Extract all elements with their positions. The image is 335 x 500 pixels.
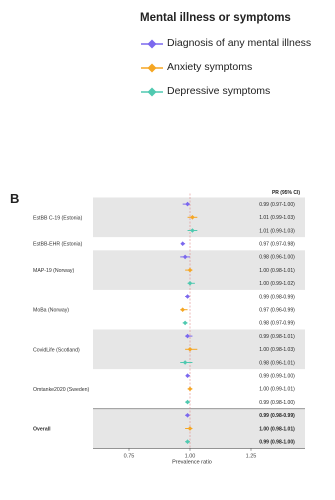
pr-point [185,373,190,378]
group-label: EstBB C-19 (Estonia) [33,215,83,221]
ci-text: 1.00 (0.99-1.02) [259,281,295,287]
pr-point [185,399,190,405]
pr-point [187,426,193,431]
ci-text: 1.00 (0.98-1.03) [259,347,295,353]
pr-point [182,254,188,260]
diamond-marker-icon [141,39,163,49]
ci-text: 0.97 (0.96-0.99) [259,308,295,314]
legend: Mental illness or symptoms Diagnosis of … [0,0,335,140]
x-axis-title: Prevalence ratio [172,459,212,465]
pr-point [190,215,195,220]
pr-point [187,281,193,286]
pr-point [180,241,185,246]
pr-point [187,347,193,352]
pr-point [180,307,185,312]
pr-point [185,294,190,299]
pr-point [187,267,193,273]
group-band [93,408,305,449]
pr-point [190,228,195,233]
ci-text: 0.99 (0.97-1.00) [259,202,295,208]
ci-text: 0.99 (0.98-1.01) [259,334,295,340]
ci-text: 0.99 (0.98-0.99) [259,413,295,419]
ci-text: 0.98 (0.96-1.00) [259,255,295,261]
group-band [93,197,305,238]
ci-text: 0.98 (0.96-1.01) [259,360,295,366]
legend-label-anxiety: Anxiety symptoms [167,61,253,73]
group-label: Omtanke2020 (Sweden) [33,387,90,393]
legend-label-diagnosis: Diagnosis of any mental illness [167,37,312,49]
ci-text: 0.97 (0.97-0.98) [259,242,295,248]
diamond-marker-icon [141,87,163,97]
ci-text: 0.99 (0.98-0.99) [259,294,295,300]
pr-point [185,333,190,339]
legend-title: Mental illness or symptoms [140,12,291,24]
pr-point [185,201,190,207]
group-label: CovidLife (Scotland) [33,347,80,353]
pr-point [182,360,188,365]
legend-label-depressive: Depressive symptoms [167,85,271,97]
group-label: MoBa (Norway) [33,308,69,314]
ci-text: 1.00 (0.99-1.01) [259,387,295,393]
group-band [93,250,305,290]
group-label: Overall [33,427,51,433]
x-tick-label: 1.00 [185,453,196,459]
ci-text: 1.01 (0.99-1.03) [259,228,295,234]
group-label: MAP-19 (Norway) [33,268,74,274]
pr-point [185,439,190,444]
ci-text: 0.98 (0.97-0.99) [259,321,295,327]
pr-point [185,413,190,418]
ci-text: 0.99 (0.99-1.00) [259,374,295,380]
panel-letter: B [10,191,20,206]
ci-text: 0.99 (0.98-1.00) [259,440,295,446]
ci-text: 0.99 (0.98-1.00) [259,400,295,406]
pr-point [182,320,188,326]
group-label: EstBB-EHR (Estonia) [33,242,83,248]
x-tick-label: 0.75 [124,453,135,459]
x-tick-label: 1.25 [246,453,257,459]
ci-text: 1.00 (0.98-1.01) [259,268,295,274]
ci-header: PR (95% CI) [272,190,300,196]
ci-text: 1.00 (0.98-1.01) [259,426,295,432]
diamond-marker-icon [141,63,163,73]
pr-point [187,386,193,392]
group-band [93,329,305,370]
ci-text: 1.01 (0.99-1.03) [259,215,295,221]
